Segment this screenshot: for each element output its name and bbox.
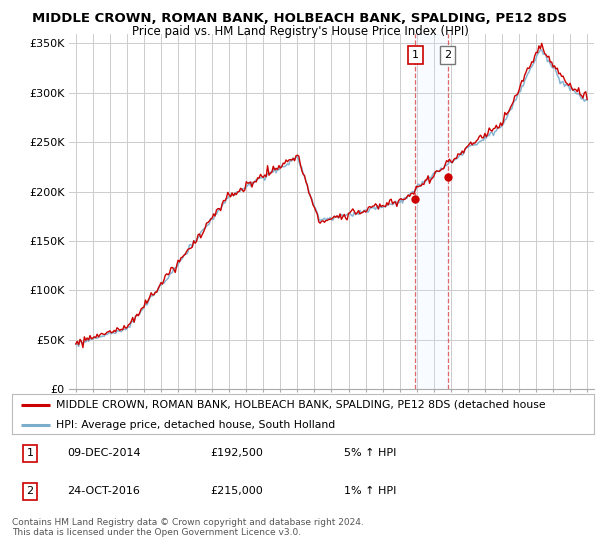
Text: £192,500: £192,500 [210,449,263,459]
Text: MIDDLE CROWN, ROMAN BANK, HOLBEACH BANK, SPALDING, PE12 8DS: MIDDLE CROWN, ROMAN BANK, HOLBEACH BANK,… [32,12,568,25]
Text: 5% ↑ HPI: 5% ↑ HPI [344,449,396,459]
Text: 1: 1 [26,449,34,459]
Text: Price paid vs. HM Land Registry's House Price Index (HPI): Price paid vs. HM Land Registry's House … [131,25,469,38]
Text: 2: 2 [444,50,451,60]
Text: HPI: Average price, detached house, South Holland: HPI: Average price, detached house, Sout… [56,420,335,430]
Text: 2: 2 [26,486,34,496]
Text: Contains HM Land Registry data © Crown copyright and database right 2024.
This d: Contains HM Land Registry data © Crown c… [12,518,364,538]
Text: £215,000: £215,000 [210,486,263,496]
Text: 24-OCT-2016: 24-OCT-2016 [67,486,140,496]
Bar [415,34,448,389]
Text: 09-DEC-2014: 09-DEC-2014 [67,449,141,459]
Text: MIDDLE CROWN, ROMAN BANK, HOLBEACH BANK, SPALDING, PE12 8DS (detached house: MIDDLE CROWN, ROMAN BANK, HOLBEACH BANK,… [56,400,545,410]
Text: 1: 1 [412,50,419,60]
Text: 1% ↑ HPI: 1% ↑ HPI [344,486,396,496]
